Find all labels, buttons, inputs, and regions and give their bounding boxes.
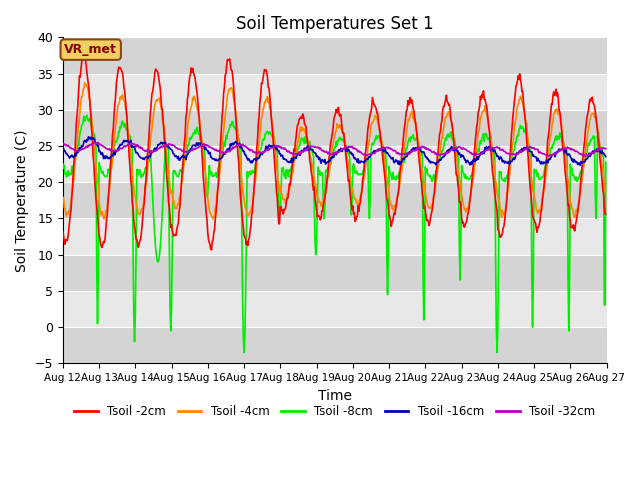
Bar	[63, 218, 607, 255]
Title: Soil Temperatures Set 1: Soil Temperatures Set 1	[236, 15, 433, 33]
Text: VR_met: VR_met	[64, 43, 117, 56]
Bar	[63, 182, 607, 218]
Bar	[63, 110, 607, 146]
X-axis label: Time: Time	[317, 389, 351, 403]
Bar	[63, 327, 607, 363]
Bar	[63, 291, 607, 327]
Bar	[63, 37, 607, 73]
Bar	[63, 255, 607, 291]
Legend: Tsoil -2cm, Tsoil -4cm, Tsoil -8cm, Tsoil -16cm, Tsoil -32cm: Tsoil -2cm, Tsoil -4cm, Tsoil -8cm, Tsoi…	[70, 400, 600, 423]
Y-axis label: Soil Temperature (C): Soil Temperature (C)	[15, 129, 29, 272]
Bar	[63, 146, 607, 182]
Bar	[63, 73, 607, 110]
